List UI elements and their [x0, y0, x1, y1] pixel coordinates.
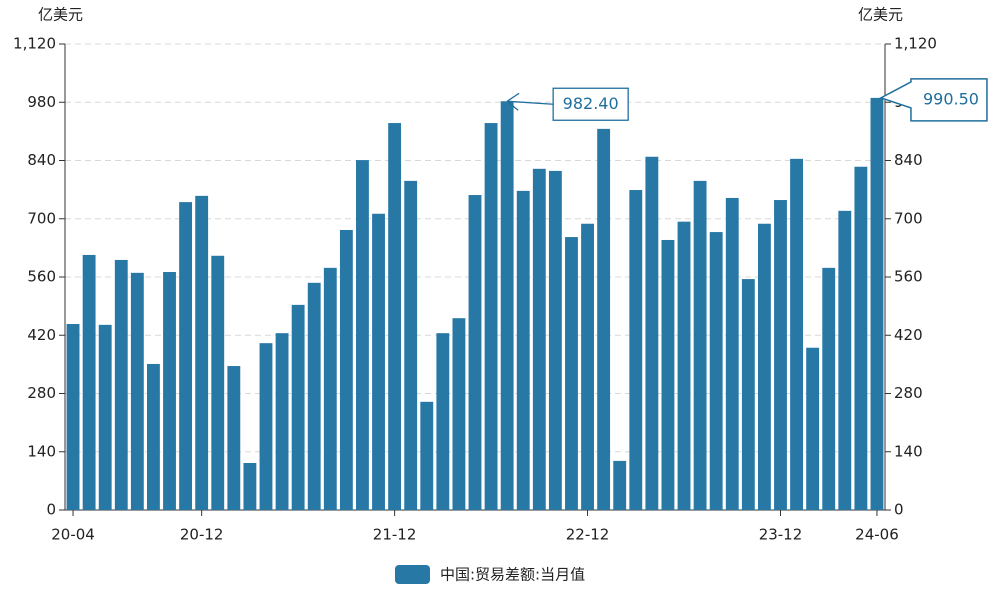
bar	[854, 166, 868, 510]
bar	[500, 101, 514, 510]
bar	[645, 156, 659, 510]
y-tick-label: 420	[27, 326, 56, 344]
bar	[420, 401, 434, 510]
bar	[82, 254, 96, 510]
bar	[356, 160, 369, 510]
bar	[629, 190, 643, 510]
x-tick-label: 24-06	[855, 526, 899, 544]
y2-tick-label: 0	[894, 501, 904, 519]
bar	[275, 333, 289, 510]
bar	[436, 333, 450, 510]
bar	[757, 223, 771, 510]
bar	[388, 123, 402, 510]
callout-box	[879, 78, 988, 122]
y-tick-label: 0	[46, 501, 56, 519]
y-tick-label: 1,120	[13, 35, 56, 53]
bar	[163, 272, 176, 510]
bar	[404, 180, 418, 510]
bar	[677, 221, 691, 510]
y2-tick-label: 560	[894, 268, 923, 286]
bar	[725, 197, 739, 511]
bar	[114, 259, 128, 510]
x-tick-label: 21-12	[373, 526, 417, 544]
x-tick-label: 23-12	[759, 526, 803, 544]
value-label: 990.50	[923, 89, 979, 108]
legend-swatch	[395, 565, 430, 584]
bar	[806, 347, 820, 510]
bar	[130, 272, 144, 510]
bar	[565, 237, 578, 511]
bar	[790, 158, 803, 511]
bar	[838, 210, 852, 510]
bar	[532, 168, 546, 511]
x-tick-label: 20-12	[180, 526, 224, 544]
y2-tick-label: 840	[894, 151, 923, 169]
x-tick-label: 22-12	[566, 526, 610, 544]
bar	[179, 202, 193, 510]
bar	[741, 279, 755, 510]
bar	[484, 123, 498, 510]
bar	[468, 195, 482, 510]
bar	[147, 363, 160, 510]
bar	[597, 128, 611, 510]
bar	[709, 232, 723, 511]
bar	[98, 324, 112, 510]
bar	[581, 223, 594, 510]
bar	[323, 267, 337, 510]
y2-tick-label: 700	[894, 209, 923, 227]
y-tick-label: 980	[27, 93, 56, 111]
y-tick-label: 140	[27, 442, 56, 460]
bar	[452, 318, 466, 510]
bar	[291, 304, 305, 510]
bar	[211, 255, 225, 510]
y2-tick-label: 1,120	[894, 35, 937, 53]
bar	[243, 462, 257, 510]
bar	[774, 200, 787, 510]
y-tick-label: 560	[27, 268, 56, 286]
bar	[693, 180, 707, 510]
bar	[516, 190, 530, 510]
bar	[613, 460, 627, 510]
callout-arrow	[506, 92, 554, 111]
y2-axis-unit: 亿美元	[858, 6, 903, 24]
bar	[227, 366, 241, 510]
bar	[661, 239, 675, 510]
y-axis-unit: 亿美元	[38, 6, 83, 24]
bar	[822, 267, 836, 510]
callout-box	[552, 87, 629, 121]
bar	[548, 170, 562, 510]
value-label: 982.40	[563, 94, 619, 113]
y2-tick-label: 420	[894, 326, 923, 344]
y-tick-label: 840	[27, 151, 56, 169]
bar	[195, 195, 209, 510]
y2-tick-label: 280	[894, 384, 923, 402]
bar	[307, 282, 321, 510]
bar	[339, 229, 353, 510]
y-tick-label: 280	[27, 384, 56, 402]
y-tick-label: 700	[27, 209, 56, 227]
legend-label: 中国:贸易差额:当月值	[440, 566, 585, 584]
x-tick-label: 20-04	[51, 526, 95, 544]
bar	[66, 324, 80, 510]
bar	[372, 213, 385, 510]
y2-tick-label: 140	[894, 442, 923, 460]
bar	[259, 343, 273, 510]
bar	[870, 97, 884, 510]
